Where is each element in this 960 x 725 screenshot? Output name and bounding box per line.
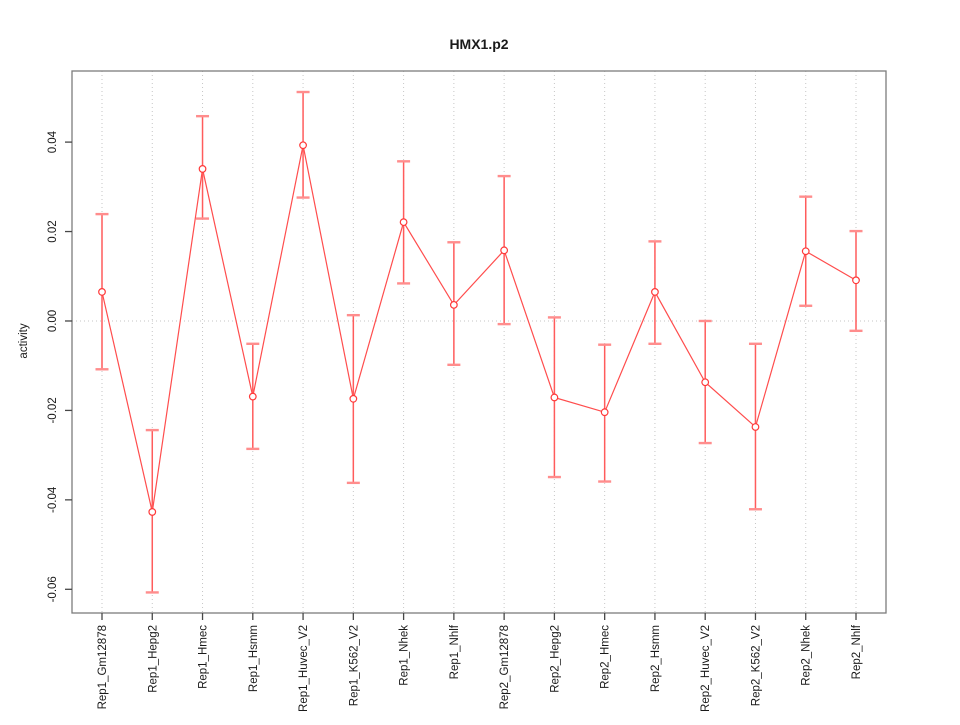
y-tick-label: -0.04 (47, 486, 59, 513)
y-tick-label: -0.06 (47, 576, 59, 602)
y-axis-label: activity (18, 323, 30, 358)
x-category-label: Rep1_Hepg2 (147, 625, 159, 693)
y-tick-label: 0.02 (47, 220, 59, 242)
data-point (299, 141, 307, 150)
data-point (651, 288, 659, 296)
x-category-label: Rep1_Nhlf (449, 624, 461, 679)
gridlines-group (72, 71, 886, 613)
data-point (399, 218, 408, 227)
x-category-label: Rep2_K562_V2 (750, 625, 762, 706)
x-category-label: Rep2_Hmec (600, 625, 612, 689)
data-point (852, 276, 860, 285)
data-point (500, 246, 509, 255)
y-tick-label: 0.00 (47, 310, 59, 332)
y-tick-label: 0.04 (47, 130, 59, 153)
series-line (101, 145, 857, 513)
data-point (449, 300, 458, 309)
x-category-label: Rep1_Hsmm (248, 625, 260, 692)
x-category-label: Rep2_Nhek (801, 625, 813, 686)
data-point (801, 247, 810, 256)
data-point (550, 393, 559, 402)
x-category-label: Rep2_Nhlf (851, 624, 863, 679)
x-category-label: Rep1_Gm12878 (97, 625, 109, 709)
data-point (98, 288, 106, 296)
data-point (751, 423, 760, 431)
data-point (600, 408, 609, 417)
x-category-label: Rep1_K562_V2 (348, 625, 360, 706)
x-category-label: Rep1_Nhek (399, 625, 411, 686)
x-category-label: Rep1_Hmec (198, 625, 210, 689)
axes-group: 0.04 0.02 0.00 -0.02 -0.04 -0.06 Rep1_Gm12878 R… (47, 70, 887, 712)
data-point (248, 392, 257, 401)
y-tick-label: -0.02 (47, 397, 59, 423)
plot-border (71, 70, 887, 614)
data-point (701, 378, 710, 387)
x-category-label: Rep1_Huvec_V2 (298, 625, 310, 712)
x-category-label: Rep2_Huvec_V2 (700, 625, 712, 712)
data-point (198, 165, 207, 173)
data-point (349, 394, 358, 403)
chart-title: HMX1.p2 (449, 36, 508, 52)
x-category-label: Rep2_Hepg2 (549, 625, 561, 693)
x-category-label: Rep2_Hsmm (650, 625, 662, 692)
data-point (148, 508, 157, 516)
data-series-group (95, 90, 863, 594)
x-category-label: Rep2_Gm12878 (499, 625, 511, 709)
